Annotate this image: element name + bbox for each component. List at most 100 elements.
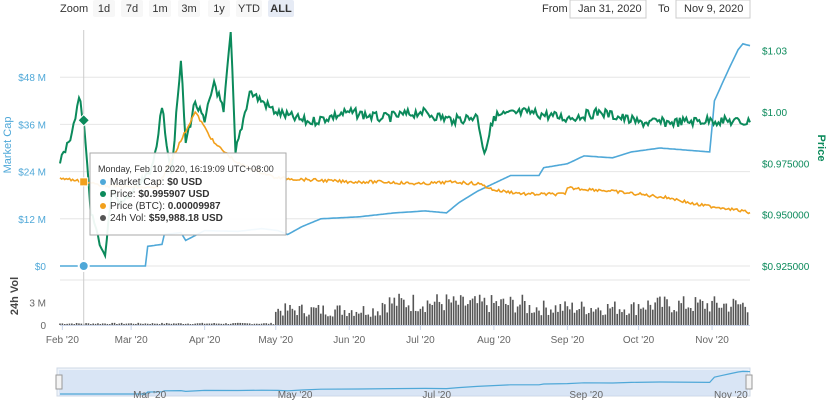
- volume-bar: [405, 307, 407, 325]
- volume-bar: [104, 323, 106, 325]
- volume-bar: [521, 294, 524, 325]
- volume-bar: [132, 323, 135, 325]
- volume-bar: [663, 296, 666, 325]
- zoom-button-1m[interactable]: 1m: [149, 0, 171, 17]
- volume-bar: [611, 306, 614, 325]
- volume-bar: [341, 314, 343, 325]
- volume-bar: [583, 306, 585, 325]
- volume-bar: [391, 303, 393, 325]
- volume-bar: [571, 302, 573, 325]
- to-date-input[interactable]: [675, 0, 751, 19]
- volume-bar: [170, 323, 173, 325]
- zoom-button-label: 7d: [126, 3, 138, 15]
- volume-bar: [258, 323, 260, 325]
- navigator-tick-label: Jul '20: [422, 390, 451, 400]
- volume-bar: [452, 296, 455, 325]
- tooltip-row: 24h Vol: $59,988.18 USD: [100, 213, 223, 224]
- zoom-button-all[interactable]: ALL: [268, 0, 294, 17]
- volume-bar: [92, 323, 94, 325]
- volume-bar: [547, 314, 550, 325]
- volume-bar: [360, 312, 362, 325]
- volume-bar: [502, 298, 505, 325]
- from-date-input[interactable]: [569, 0, 647, 19]
- volume-bar: [637, 304, 640, 325]
- volume-bar: [464, 305, 467, 325]
- volume-bar: [734, 300, 737, 325]
- volume-bar: [210, 323, 213, 325]
- volume-bar: [303, 313, 306, 325]
- volume-bar: [429, 303, 431, 325]
- zoom-button-7d[interactable]: 7d: [121, 0, 143, 17]
- price-tick: $0.950000: [762, 211, 810, 222]
- volume-bar: [395, 305, 398, 325]
- volume-bar: [165, 322, 168, 325]
- volume-bar: [694, 297, 697, 325]
- volume-bar: [462, 296, 464, 325]
- volume-bar: [168, 323, 170, 325]
- price-tick: $0.975000: [762, 159, 810, 170]
- volume-bar: [376, 311, 379, 325]
- volume-bar: [474, 296, 476, 325]
- market-cap-tick: $36 M: [18, 120, 46, 131]
- navigator[interactable]: Mar '20 May '20 Jul '20 Sep '20 Nov '20: [55, 367, 753, 400]
- volume-bar: [644, 309, 647, 325]
- volume-bar: [296, 315, 298, 325]
- zoom-button-1d[interactable]: 1d: [93, 0, 115, 17]
- zoom-button-3m[interactable]: 3m: [178, 0, 200, 17]
- tooltip-row-dot: [100, 215, 106, 221]
- volume-bar: [381, 302, 384, 325]
- volume-bar: [101, 323, 104, 325]
- volume-bar: [331, 316, 334, 325]
- volume-bar: [111, 322, 113, 325]
- volume-bar: [187, 323, 189, 325]
- volume-bar: [274, 311, 277, 325]
- volume-bar: [675, 311, 678, 325]
- volume-bar: [63, 324, 66, 325]
- volume-bar: [87, 323, 90, 325]
- zoom-button-label: ALL: [270, 3, 292, 15]
- zoom-label: Zoom: [60, 3, 88, 15]
- volume-bar: [713, 296, 716, 325]
- volume-bar: [289, 304, 291, 325]
- volume-bar: [699, 299, 702, 325]
- navigator-right-handle[interactable]: [745, 374, 753, 390]
- volume-tick: 3 M: [29, 299, 46, 310]
- volume-bar: [272, 324, 275, 325]
- volume-bar: [450, 302, 453, 325]
- volume-bar: [222, 323, 225, 325]
- volume-bar: [488, 312, 490, 325]
- volume-bar: [678, 300, 680, 325]
- volume-bar: [237, 322, 239, 325]
- volume-bar: [673, 310, 675, 325]
- volume-bar: [322, 305, 324, 325]
- volume-bar: [682, 296, 685, 325]
- volume-bar: [206, 323, 208, 325]
- volume-bar: [533, 312, 536, 325]
- volume-bar: [647, 300, 649, 325]
- volume-bar: [203, 323, 206, 325]
- volume-bar: [606, 303, 609, 325]
- volume-bar: [301, 304, 303, 325]
- volume-bar: [559, 304, 562, 325]
- zoom-button-ytd[interactable]: YTD: [236, 0, 262, 17]
- volume-bar: [478, 294, 481, 325]
- volume-bar: [324, 314, 327, 325]
- navigator-left-handle[interactable]: [55, 374, 63, 390]
- volume-bar: [184, 323, 187, 325]
- volume-bar: [256, 323, 258, 325]
- zoom-button-1y[interactable]: 1y: [208, 0, 230, 17]
- volume-bar: [426, 300, 429, 325]
- navigator-selection[interactable]: [59, 370, 748, 396]
- volume-bar: [414, 310, 417, 325]
- volume-bar: [163, 323, 166, 325]
- volume-bar: [509, 296, 512, 325]
- volume-bar: [531, 312, 533, 325]
- volume-bar: [455, 300, 457, 325]
- volume-bar: [680, 303, 683, 325]
- navigator-tick-label: May '20: [278, 390, 313, 400]
- volume-bar: [291, 308, 294, 325]
- volume-bar: [670, 312, 673, 325]
- market-cap-tick: $12 M: [18, 215, 46, 226]
- volume-bar: [500, 299, 502, 325]
- volume-bar: [490, 295, 493, 325]
